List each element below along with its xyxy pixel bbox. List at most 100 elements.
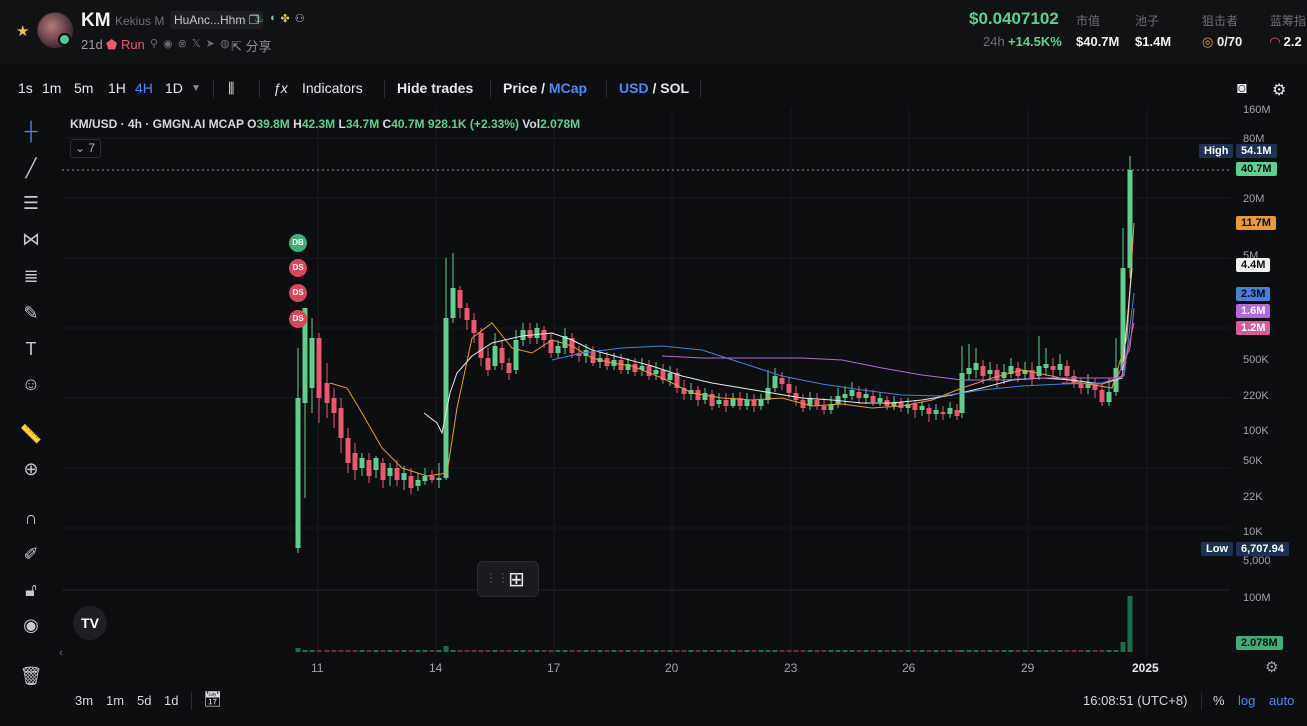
- candle-body: [345, 438, 351, 463]
- select-area-icon[interactable]: ⊞: [508, 569, 525, 591]
- lock-pencil-icon[interactable]: ✐: [23, 544, 39, 564]
- camera-icon[interactable]: ◙: [1237, 80, 1247, 97]
- horizontal-lines-icon[interactable]: ☰: [22, 193, 40, 213]
- volume-bar: [849, 650, 855, 652]
- ruler-icon[interactable]: 📏: [19, 424, 43, 444]
- floating-drawing-tool[interactable]: ⋮⋮ ⊞: [477, 561, 539, 597]
- interval-4h[interactable]: 4H: [135, 80, 153, 96]
- y-tick: 220K: [1243, 390, 1269, 402]
- clock-time[interactable]: 16:08:51 (UTC+8): [1083, 693, 1188, 708]
- x-twitter-icon[interactable]: 𝕏: [191, 38, 201, 50]
- volume-bar: [590, 650, 596, 652]
- x-tick: 11: [311, 661, 324, 675]
- search-icon[interactable]: ⚲: [150, 38, 159, 50]
- price-chart[interactable]: [62, 108, 1230, 656]
- volume-bar: [492, 650, 498, 652]
- trade-marker-ds[interactable]: DS: [289, 310, 307, 328]
- brush-icon[interactable]: ✎: [23, 303, 39, 323]
- telegram-icon[interactable]: ➤: [205, 38, 215, 50]
- axis-settings-icon[interactable]: ⚙: [1265, 659, 1279, 676]
- unlock-icon[interactable]: 🔓︎: [25, 580, 37, 600]
- range-1d[interactable]: 1d: [164, 693, 179, 708]
- fx-icon[interactable]: ƒx: [273, 80, 288, 96]
- volume-bar: [324, 650, 330, 652]
- interval-1h[interactable]: 1H: [108, 80, 126, 96]
- candle-body: [429, 476, 435, 480]
- settings-gear-icon[interactable]: ⚙: [1272, 82, 1287, 99]
- volume-bar: [821, 650, 827, 652]
- close-circle-icon[interactable]: ⊗: [177, 38, 187, 50]
- share-button[interactable]: ⇱ 分享: [231, 36, 272, 55]
- range-3m[interactable]: 3m: [75, 693, 94, 708]
- volume-bar: [576, 650, 582, 652]
- zoom-in-icon[interactable]: ⊕: [23, 459, 39, 479]
- people-icon: ✤: [280, 13, 290, 25]
- y-tick: 160M: [1243, 104, 1271, 116]
- range-5d[interactable]: 5d: [137, 693, 152, 708]
- interval-1m[interactable]: 1m: [42, 80, 62, 96]
- trade-marker-ds[interactable]: DS: [289, 284, 307, 302]
- indicators-button[interactable]: Indicators: [302, 80, 363, 96]
- volume-bar: [674, 650, 680, 652]
- candle-body: [891, 402, 897, 406]
- volume-bar: [856, 650, 862, 652]
- copy-icon[interactable]: ❐: [248, 13, 260, 27]
- candle-body: [471, 320, 477, 333]
- tradingview-logo[interactable]: TV: [73, 606, 107, 640]
- candle-body: [590, 352, 596, 363]
- crosshair-icon[interactable]: ┼: [24, 121, 38, 141]
- favorite-star-icon[interactable]: ★: [16, 23, 30, 40]
- trendline-icon[interactable]: ╱: [25, 158, 37, 178]
- candle-body: [520, 330, 526, 340]
- interval-dropdown-icon[interactable]: ▼: [191, 83, 201, 94]
- drag-handle-icon[interactable]: ⋮⋮: [485, 571, 509, 585]
- interval-1d[interactable]: 1D: [165, 80, 183, 96]
- y-tick: 50K: [1243, 455, 1263, 467]
- coin-icon[interactable]: ◉: [163, 38, 173, 50]
- volume-bar: [835, 650, 841, 652]
- emoji-icon[interactable]: ☺: [21, 374, 41, 394]
- candle-body: [1015, 368, 1021, 376]
- eye-icon[interactable]: ◉: [23, 615, 39, 635]
- candle-type-icon[interactable]: ⫼: [228, 80, 235, 96]
- trade-marker-ds[interactable]: DS: [289, 259, 307, 277]
- percent-toggle[interactable]: %: [1213, 693, 1225, 708]
- volume-bar: [366, 650, 372, 652]
- volume-bar: [695, 650, 701, 652]
- indicator-collapse-button[interactable]: ⌄ 7: [70, 139, 101, 158]
- candle-body: [513, 340, 519, 370]
- text-tool-icon[interactable]: T: [25, 339, 37, 359]
- contract-address[interactable]: HuAnc...Hhm ❐: [170, 11, 264, 29]
- auto-toggle[interactable]: auto: [1269, 693, 1295, 708]
- magnet-icon[interactable]: ∩: [24, 508, 38, 528]
- volume-bar: [765, 650, 771, 652]
- hide-trades-button[interactable]: Hide trades: [397, 80, 474, 96]
- fire-icon: ♨: [254, 13, 264, 25]
- fib-icon[interactable]: ≣: [23, 266, 39, 286]
- globe-icon[interactable]: ◍: [219, 38, 230, 50]
- interval-5m[interactable]: 5m: [74, 80, 94, 96]
- trade-marker-db[interactable]: DB: [289, 234, 307, 252]
- range-1m[interactable]: 1m: [106, 693, 125, 708]
- mcap-label: MCap: [548, 80, 588, 96]
- price-toggle[interactable]: Price / MCap: [503, 80, 588, 96]
- log-toggle[interactable]: log: [1238, 693, 1256, 708]
- goto-date-icon[interactable]: 📅︎: [203, 691, 223, 708]
- currency-toggle[interactable]: USD / SOL: [619, 80, 690, 96]
- candle-body: [415, 480, 421, 486]
- interval-1s[interactable]: 1s: [18, 80, 33, 96]
- pattern-icon[interactable]: ⋈: [22, 229, 40, 249]
- y-tick: 80M: [1243, 133, 1265, 145]
- candle-body: [387, 468, 393, 476]
- volume-bar: [331, 650, 337, 652]
- candle-body: [499, 348, 505, 363]
- candle-body: [807, 398, 813, 406]
- trash-icon[interactable]: 🗑︎: [19, 666, 43, 686]
- change-value: +14.5K%: [1008, 34, 1062, 49]
- volume-bars: [295, 596, 1133, 652]
- price-axis[interactable]: [1230, 108, 1307, 656]
- run-badge: ⬟ Run: [106, 37, 145, 53]
- candle-body: [309, 338, 315, 388]
- collapse-arrow-icon[interactable]: ‹: [59, 647, 63, 659]
- volume-bar: [688, 650, 694, 652]
